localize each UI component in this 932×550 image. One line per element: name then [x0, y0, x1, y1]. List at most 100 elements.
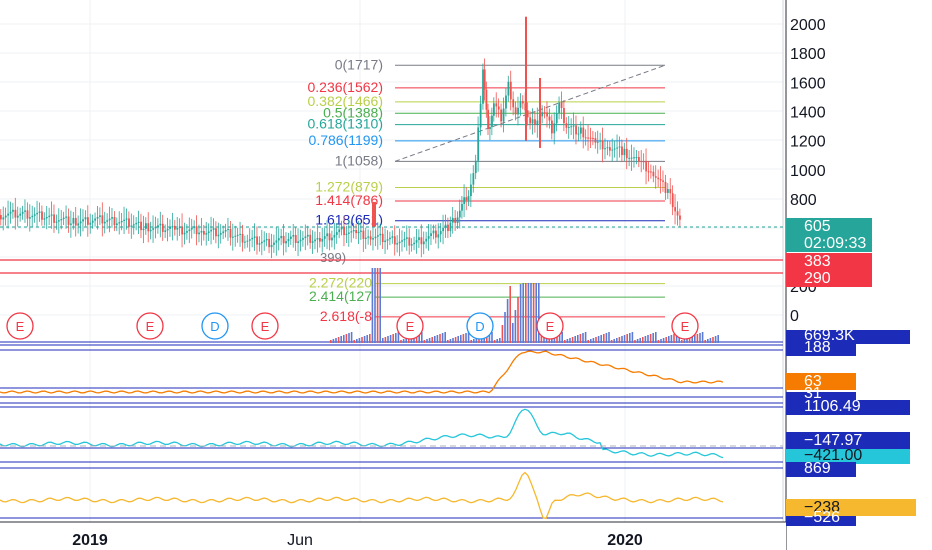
candle-body	[323, 236, 326, 239]
volume-bar	[639, 338, 641, 343]
candle-body	[447, 224, 449, 232]
candle-body	[326, 233, 329, 237]
candle-body	[596, 141, 599, 143]
last-price-badge[interactable]: 605	[786, 218, 872, 235]
volume-bar	[454, 337, 457, 343]
candle-body	[458, 210, 461, 218]
volume-bar	[660, 339, 662, 343]
volume-bar	[530, 283, 532, 343]
candle-body	[99, 215, 101, 217]
volume-bar	[675, 333, 678, 343]
volume-bar	[517, 297, 519, 343]
volume-bar	[629, 333, 631, 343]
candle-body	[420, 237, 423, 245]
candle-body	[328, 233, 331, 241]
candle-body	[290, 236, 292, 239]
countdown-badge[interactable]: 02:09:33	[786, 235, 872, 252]
candle-body	[26, 210, 29, 219]
event-marker-earnings[interactable]: E	[6, 312, 34, 340]
ind3-value-badge-text: −238	[804, 499, 840, 516]
event-marker-dividend[interactable]: D	[201, 312, 229, 340]
candle-body	[606, 147, 609, 149]
candle-body	[674, 207, 677, 212]
candle-body	[275, 240, 278, 243]
level-383-badge[interactable]: 383	[786, 253, 872, 270]
volume-badge[interactable]: 669.3K	[786, 327, 910, 344]
candle-body	[560, 102, 563, 108]
ind1-min-badge[interactable]: 31	[786, 385, 856, 402]
volume-bar	[496, 339, 498, 343]
candle-body	[70, 223, 72, 225]
level-290-badge-text: 290	[804, 270, 831, 287]
fibonacci-retracement[interactable]: 0(1717)0.236(1562)0.382(1466)0.5(1388)0.…	[307, 56, 666, 324]
candle-body	[517, 107, 519, 115]
event-marker-earnings[interactable]: E	[671, 312, 699, 340]
candle-body	[625, 148, 628, 159]
volume-bar	[683, 339, 686, 343]
candle-body	[604, 148, 606, 150]
event-marker-earnings[interactable]: E	[536, 312, 564, 340]
candle-body	[616, 147, 619, 149]
candle-body	[132, 224, 135, 226]
volume-bar	[553, 335, 556, 343]
ind1-max-badge[interactable]: 188	[786, 339, 856, 356]
candle-body	[111, 217, 113, 219]
ind3-min-badge-bg	[786, 516, 856, 526]
candle-body	[200, 230, 203, 233]
candle-body	[181, 226, 184, 235]
ind3-max-badge[interactable]: 869	[786, 460, 856, 477]
volume-bar	[621, 336, 623, 343]
volume-bar	[665, 337, 667, 343]
candle-body	[311, 241, 314, 243]
event-marker-earnings[interactable]: E	[396, 312, 424, 340]
candle-body	[222, 231, 225, 234]
ind3-min-badge[interactable]: −526	[786, 509, 856, 526]
horizontal-levels[interactable]	[0, 226, 783, 343]
volume-bar	[379, 268, 381, 343]
volume-bar	[532, 283, 535, 343]
candle-body	[635, 157, 638, 158]
time-label: 2020	[607, 532, 643, 549]
event-circle	[6, 312, 34, 340]
volume-bar	[566, 339, 569, 343]
volume-bar	[699, 333, 701, 343]
ind3-value-badge[interactable]: −238	[786, 499, 916, 516]
price-axis[interactable]: 200018001600140012001000800200060502:09:…	[785, 0, 932, 550]
candle-body	[348, 232, 350, 234]
candle-body	[43, 218, 46, 220]
ind2-value-badge[interactable]: −147.97	[786, 432, 910, 449]
volume-badge-bg	[786, 330, 910, 344]
level-290-badge[interactable]: 290	[786, 270, 872, 287]
countdown-badge-bg	[786, 235, 872, 252]
volume-bar	[397, 332, 400, 343]
volume-bar	[712, 337, 714, 343]
candle-body	[277, 238, 280, 241]
candle-body	[509, 81, 512, 100]
candle-body	[415, 240, 418, 243]
event-marker-earnings[interactable]: E	[251, 312, 279, 340]
candle-body	[493, 103, 495, 116]
candle-body	[633, 157, 635, 159]
candle-body	[190, 227, 193, 230]
candle-body	[62, 217, 65, 220]
event-letter: D	[475, 319, 484, 334]
time-axis[interactable]: 2019 Jun 2020	[0, 521, 786, 550]
ind2-min-badge[interactable]: −421.00	[786, 447, 910, 464]
candle-body	[152, 228, 155, 230]
event-marker-dividend[interactable]: D	[466, 312, 494, 340]
ind1-value-badge[interactable]: 63	[786, 373, 856, 390]
candle-body	[398, 241, 401, 244]
candle-body	[65, 216, 68, 218]
candle-body	[491, 115, 493, 128]
candle-body	[145, 223, 147, 229]
candle-body	[161, 223, 164, 232]
ind2-max-badge[interactable]: 1106.49	[786, 398, 910, 415]
candle-body	[449, 222, 452, 232]
candle-body	[125, 218, 128, 220]
candle-body	[261, 241, 263, 244]
candle-body	[157, 225, 159, 227]
candle-body	[456, 217, 459, 223]
event-marker-earnings[interactable]: E	[136, 312, 164, 340]
